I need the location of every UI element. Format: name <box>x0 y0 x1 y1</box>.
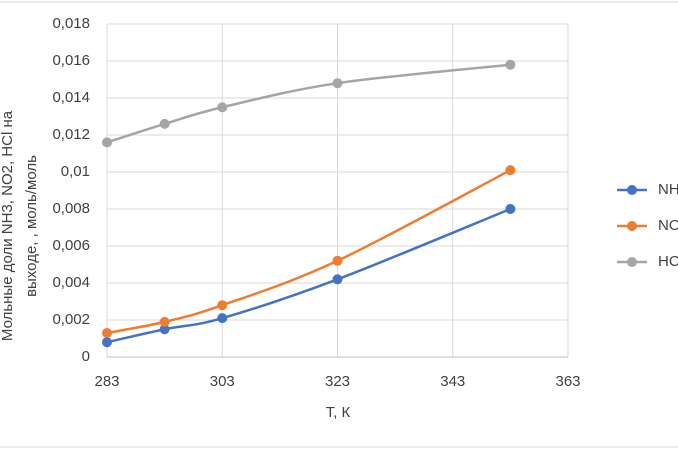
series-line <box>106 63 511 144</box>
data-point <box>505 59 516 70</box>
x-tick-label: 283 <box>94 373 119 390</box>
x-axis-title: T, К <box>326 404 351 421</box>
y-tick-label: 0 <box>82 348 90 365</box>
series-line <box>106 207 511 344</box>
y-tick-label: 0,016 <box>52 52 90 69</box>
legend-label: NO2 <box>658 217 678 234</box>
data-point <box>217 313 228 324</box>
y-axis-title: Мольные доли NH3, NO2, HCl на <box>0 110 16 341</box>
data-point <box>159 324 170 335</box>
x-tick-label: 323 <box>325 373 350 390</box>
y-axis-title: выходе, , моль/моль <box>23 155 40 297</box>
y-tick-label: 0,014 <box>52 89 90 106</box>
legend-marker <box>627 185 637 195</box>
y-tick-label: 0,006 <box>52 237 90 254</box>
y-tick-label: 0,018 <box>52 15 90 32</box>
data-point <box>102 327 112 338</box>
y-tick-label: 0,004 <box>52 274 90 291</box>
y-tick-label: 0,008 <box>52 200 90 217</box>
legend-label: HCl <box>658 253 678 270</box>
data-point <box>505 204 516 214</box>
data-point <box>332 274 343 285</box>
y-tick-label: 0,002 <box>52 311 90 328</box>
data-point <box>102 137 112 148</box>
data-point <box>332 255 343 266</box>
x-tick-label: 343 <box>440 373 465 390</box>
series-line <box>106 169 511 335</box>
y-tick-label: 0,012 <box>52 126 90 143</box>
data-point <box>217 102 228 113</box>
data-point <box>102 337 112 348</box>
legend-marker <box>627 257 637 267</box>
legend-label: NH3 <box>658 181 678 198</box>
y-tick-label: 0,01 <box>61 163 90 180</box>
data-point <box>159 316 170 327</box>
x-tick-label: 303 <box>210 373 235 390</box>
data-point <box>332 78 343 89</box>
data-point <box>217 300 228 311</box>
data-point <box>159 118 170 129</box>
data-point <box>505 165 516 176</box>
legend-marker <box>627 221 637 231</box>
x-tick-label: 363 <box>555 373 580 390</box>
